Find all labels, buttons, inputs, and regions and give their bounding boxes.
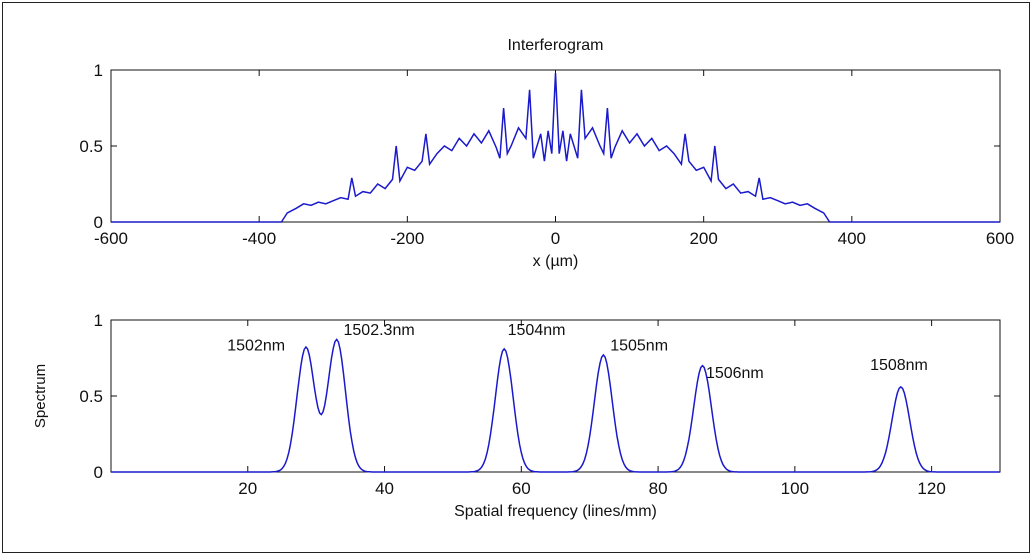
peak-annotation: 1505nm: [610, 337, 668, 354]
y-tick-label: 0: [94, 213, 103, 232]
peak-annotation: 1502nm: [227, 337, 285, 354]
chart-2: [110, 319, 1001, 473]
plot-area: [110, 69, 1001, 223]
x-tick-label: -200: [390, 229, 424, 248]
series-line: [111, 72, 1000, 223]
y-tick-label: 0: [94, 463, 103, 482]
x-axis-label: x (µm): [533, 253, 579, 270]
y-tick-label: 0.5: [79, 387, 103, 406]
x-tick-label: 60: [512, 479, 531, 498]
x-tick-label: 40: [375, 479, 394, 498]
x-tick-label: 200: [689, 229, 717, 248]
x-tick-label: -400: [242, 229, 276, 248]
y-tick-label: 0.5: [79, 137, 103, 156]
x-tick-label: 600: [986, 229, 1014, 248]
peak-annotation: 1504nm: [508, 322, 566, 339]
chart-title: Interferogram: [507, 37, 603, 54]
peak-annotation: 1502.3nm: [344, 322, 415, 339]
x-tick-label: -600: [94, 229, 128, 248]
y-axis-label: Spectrum: [32, 364, 49, 428]
peak-annotation: 1508nm: [870, 357, 928, 374]
chart-1: [110, 69, 1001, 223]
series-line: [111, 338, 1000, 473]
peak-annotation: 1506nm: [706, 365, 764, 382]
x-tick-label: 0: [551, 229, 560, 248]
x-tick-label: 120: [917, 479, 945, 498]
x-axis-label: Spatial frequency (lines/mm): [454, 503, 657, 520]
x-tick-label: 80: [649, 479, 668, 498]
x-tick-label: 20: [238, 479, 257, 498]
x-tick-label: 100: [781, 479, 809, 498]
y-tick-label: 1: [94, 311, 103, 330]
y-tick-label: 1: [94, 61, 103, 80]
x-tick-label: 400: [838, 229, 866, 248]
